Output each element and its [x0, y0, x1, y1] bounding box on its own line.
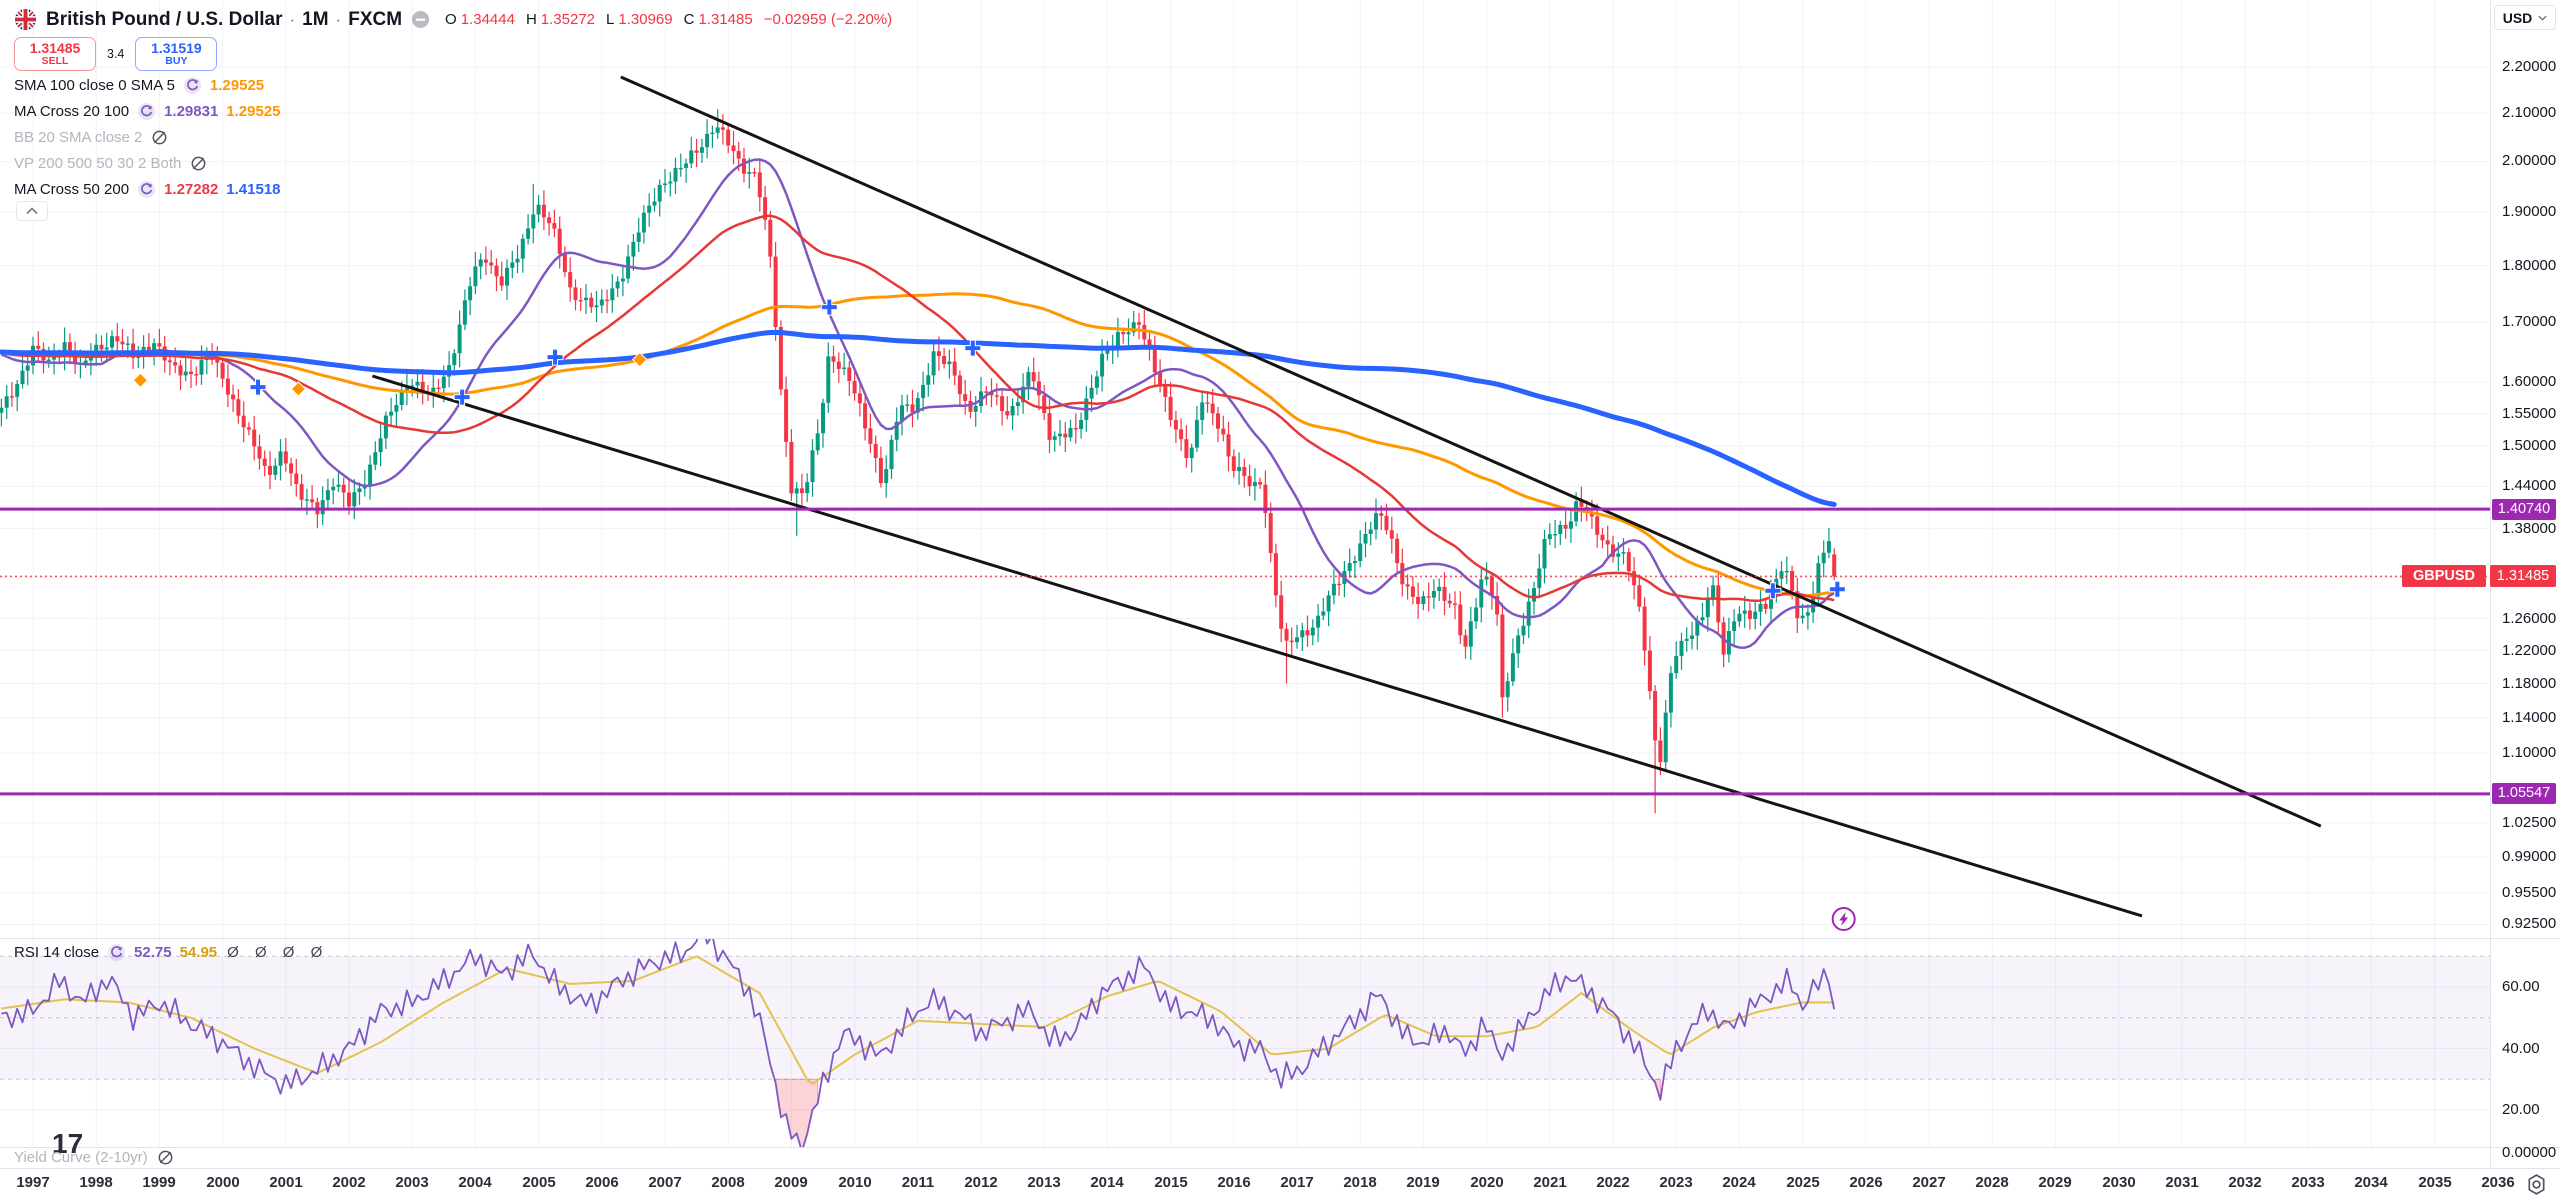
indicator-value: 1.29525 [226, 102, 281, 120]
indicator-legend-row[interactable]: VP 200 500 50 30 2 Both [14, 152, 208, 174]
ma-cross-plus-marker [1764, 582, 1782, 600]
yield-curve-label: Yield Curve (2-10yr) [14, 1148, 148, 1166]
indicator-label: MA Cross 20 100 [14, 102, 130, 120]
indicator-label: SMA 100 close 0 SMA 5 [14, 76, 175, 94]
trendline[interactable] [371, 374, 2143, 918]
ma-cross-diamond-marker [631, 351, 648, 368]
buy-button[interactable]: 1.31519 BUY [135, 37, 218, 71]
eye-off-icon[interactable] [156, 1148, 175, 1167]
price-scale[interactable] [2490, 0, 2560, 1200]
ma-cross-plus-marker [820, 298, 838, 316]
indicator-legend-row[interactable]: BB 20 SMA close 2 [14, 126, 169, 148]
currency-selector[interactable]: USD [2494, 5, 2556, 30]
hidden-values: Ø Ø Ø Ø [227, 943, 329, 961]
indicator-value: 1.27282 [164, 180, 219, 198]
indicator-value: 1.29525 [209, 76, 265, 94]
trendline[interactable] [620, 75, 2322, 828]
loading-refresh-icon [107, 943, 126, 962]
indicator-legend-row[interactable]: SMA 100 close 0 SMA 5 1.29525 [14, 74, 264, 96]
symbol-flag-icon [14, 8, 37, 31]
loading-refresh-icon [137, 102, 156, 121]
timeframe-label[interactable]: 1M [302, 8, 329, 30]
indicator-value: 1.29831 [164, 102, 219, 120]
symbol-name: British Pound / U.S. Dollar [46, 8, 283, 30]
ma-cross-diamond-marker [290, 381, 307, 397]
ma-cross-plus-marker [453, 388, 471, 406]
trade-panel: 1.31485 SELL 3.4 1.31519 BUY [14, 37, 218, 71]
loading-refresh-icon [137, 180, 156, 199]
currency-label: USD [2502, 9, 2533, 26]
sell-button[interactable]: 1.31485 SELL [14, 37, 96, 71]
ma-cross-plus-marker [546, 348, 564, 366]
indicator-label: BB 20 SMA close 2 [14, 128, 143, 146]
minus-circle-icon[interactable] [411, 10, 430, 29]
indicator-value: 52.75 [134, 943, 172, 961]
ma-cross-plus-marker [964, 339, 982, 357]
indicator-legend-row[interactable]: MA Cross 50 200 1.27282 1.41518 [14, 178, 281, 200]
title-separator: · [289, 9, 296, 29]
exchange-label: FXCM [348, 8, 403, 30]
ma-cross-diamond-marker [132, 372, 149, 389]
time-axis-settings-gear-icon[interactable] [2524, 1172, 2549, 1200]
pane-divider-rsi-yield[interactable] [0, 1147, 2560, 1148]
time-axis[interactable] [0, 1168, 2560, 1200]
indicator-label: MA Cross 50 200 [14, 180, 130, 198]
loading-refresh-icon [183, 76, 202, 95]
tradingview-logo[interactable]: 17 [52, 1128, 84, 1159]
indicator-value: 54.95 [179, 943, 218, 961]
indicator-label: VP 200 500 50 30 2 Both [14, 154, 182, 172]
yield-curve-legend[interactable]: Yield Curve (2-10yr) [14, 1146, 175, 1168]
eye-off-icon[interactable] [150, 128, 169, 147]
indicator-legend-row[interactable]: MA Cross 20 100 1.29831 1.29525 [14, 100, 281, 122]
rsi-legend-row[interactable]: RSI 14 close 52.75 54.95 Ø Ø Ø Ø [14, 941, 328, 963]
rsi-pane-series [1, 939, 1836, 1147]
ma-cross-plus-marker [1828, 580, 1846, 598]
legend-collapse-button[interactable] [16, 201, 48, 221]
chevron-down-icon [2538, 15, 2547, 21]
indicator-value: 1.41518 [226, 180, 281, 198]
candles-series [0, 109, 1837, 814]
symbol-title[interactable]: British Pound / U.S. Dollar · 1M · FXCM [46, 9, 402, 31]
ma-cross-plus-marker [249, 378, 267, 396]
title-separator: · [335, 9, 342, 29]
ma-lines [0, 158, 1837, 649]
symbol-header: British Pound / U.S. Dollar · 1M · FXCM … [14, 8, 892, 31]
spread-value: 3.4 [107, 47, 125, 61]
ohlc-values: O 1.34444 H 1.35272 L 1.30969 C 1.31485 −0.0… [445, 11, 893, 28]
indicator-label: RSI 14 close [14, 943, 100, 961]
change-value: −0.02959 (−2.20%) [763, 11, 893, 28]
pane-divider-main-rsi[interactable] [0, 938, 2560, 939]
eye-off-icon[interactable] [189, 154, 208, 173]
